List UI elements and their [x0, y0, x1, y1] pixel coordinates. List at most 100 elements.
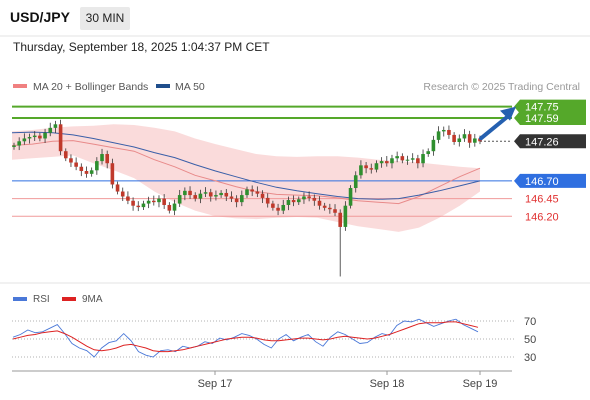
- candle-body: [152, 200, 156, 203]
- candle-body: [348, 188, 353, 206]
- candle-body: [12, 145, 16, 147]
- symbol-label: USD/JPY: [10, 9, 70, 25]
- candle-body: [126, 196, 130, 201]
- candle-body: [131, 200, 135, 206]
- candle-body: [426, 151, 431, 155]
- candle-body: [447, 129, 451, 135]
- level-tag-bg-146.70: [514, 173, 586, 188]
- candle-body: [224, 192, 229, 197]
- candle-body: [245, 189, 249, 196]
- candle-body: [69, 158, 73, 163]
- level-tag-bg-147.59: [514, 110, 586, 125]
- candle-body: [22, 138, 27, 142]
- candle-body: [115, 184, 120, 192]
- rsi-tick-30: 30: [524, 352, 536, 364]
- level-tag-147.75: 147.75: [525, 102, 559, 114]
- forecast-arrow-head: [500, 106, 516, 121]
- candle-body: [359, 165, 363, 176]
- candle-body: [255, 191, 260, 194]
- level-tag-bg-147.75: [514, 99, 586, 114]
- candle-body: [369, 168, 374, 170]
- candle-body: [395, 156, 399, 159]
- candle-body: [467, 134, 472, 143]
- candle-body: [100, 154, 104, 162]
- candle-body: [353, 175, 358, 188]
- candle-body: [105, 154, 109, 164]
- candle-body: [120, 191, 125, 197]
- candle-body: [374, 163, 379, 170]
- candle-body: [410, 158, 415, 160]
- candle-body: [457, 138, 462, 142]
- chart-datetime: Thursday, September 18, 2025 1:04:37 PM …: [13, 40, 270, 54]
- candle-body: [172, 203, 177, 211]
- candle-body: [452, 134, 456, 142]
- candle-body: [379, 161, 384, 164]
- ma50-line: [11, 131, 481, 200]
- candle-body: [271, 203, 275, 208]
- candle-body: [431, 139, 436, 152]
- candle-body: [136, 205, 141, 208]
- candle-body: [343, 205, 348, 227]
- rsi-line: [12, 318, 479, 358]
- forecast-arrow: [479, 112, 512, 141]
- candle-body: [53, 124, 58, 128]
- bollinger-band: [12, 124, 480, 232]
- candle-body: [234, 198, 239, 203]
- candle-body: [95, 161, 99, 171]
- candle-body: [240, 195, 244, 203]
- timeframe-button[interactable]: 30 MIN: [80, 7, 130, 30]
- candle-body: [260, 193, 265, 198]
- legend-label-rsi: RSI: [33, 294, 50, 305]
- candle-body: [84, 171, 89, 174]
- candle-body: [416, 158, 420, 164]
- candle-body: [400, 156, 405, 161]
- candle-body: [265, 197, 270, 204]
- candle-body: [38, 135, 42, 139]
- candle-body: [183, 190, 187, 196]
- candle-body: [229, 196, 234, 199]
- candle-body: [146, 200, 151, 204]
- candle-body: [462, 134, 467, 139]
- candle-body: [43, 132, 47, 139]
- ma20-line: [11, 140, 481, 205]
- legend-swatch-ma50: [156, 84, 170, 88]
- candle-body: [167, 204, 172, 211]
- legend-label-ma20: MA 20 + Bollinger Bands: [33, 81, 148, 93]
- legend-label-9ma: 9MA: [82, 294, 103, 305]
- candle-body: [317, 200, 322, 206]
- candle-body: [32, 135, 37, 138]
- candle-body: [328, 207, 332, 210]
- x-label-Sep-19: Sep 19: [463, 378, 498, 390]
- candle-body: [302, 196, 306, 200]
- candle-body: [291, 200, 296, 203]
- level-tag-147.26: 147.26: [525, 136, 559, 148]
- candle-body: [338, 212, 342, 227]
- rsi-tick-70: 70: [524, 316, 536, 328]
- x-label-Sep-18: Sep 18: [370, 378, 405, 390]
- chart-header: USD/JPY 30 MIN: [0, 0, 590, 36]
- candle-body: [110, 163, 115, 185]
- candle-body: [364, 165, 368, 169]
- candle-body: [48, 127, 53, 133]
- candle-body: [214, 195, 218, 197]
- level-tag-147.59: 147.59: [525, 113, 559, 125]
- level-tag-bg-147.26: [514, 134, 586, 149]
- legend-label-ma50: MA 50: [175, 81, 205, 93]
- rsi-ma-line: [12, 321, 479, 353]
- candle-body: [286, 200, 291, 205]
- candle-body: [17, 141, 21, 146]
- candle-body: [307, 196, 311, 198]
- candle-body: [198, 193, 203, 199]
- rsi-tick-50: 50: [524, 334, 536, 346]
- candle-body: [333, 209, 337, 213]
- candle-body: [473, 138, 477, 143]
- candle-body: [188, 190, 192, 196]
- level-tag-146.20: 146.20: [525, 211, 559, 223]
- candle-body: [177, 195, 182, 204]
- candle-body: [63, 151, 68, 159]
- candle-body: [203, 192, 208, 194]
- candle-body: [219, 192, 223, 196]
- candle-body: [276, 207, 280, 211]
- candle-body: [208, 192, 213, 197]
